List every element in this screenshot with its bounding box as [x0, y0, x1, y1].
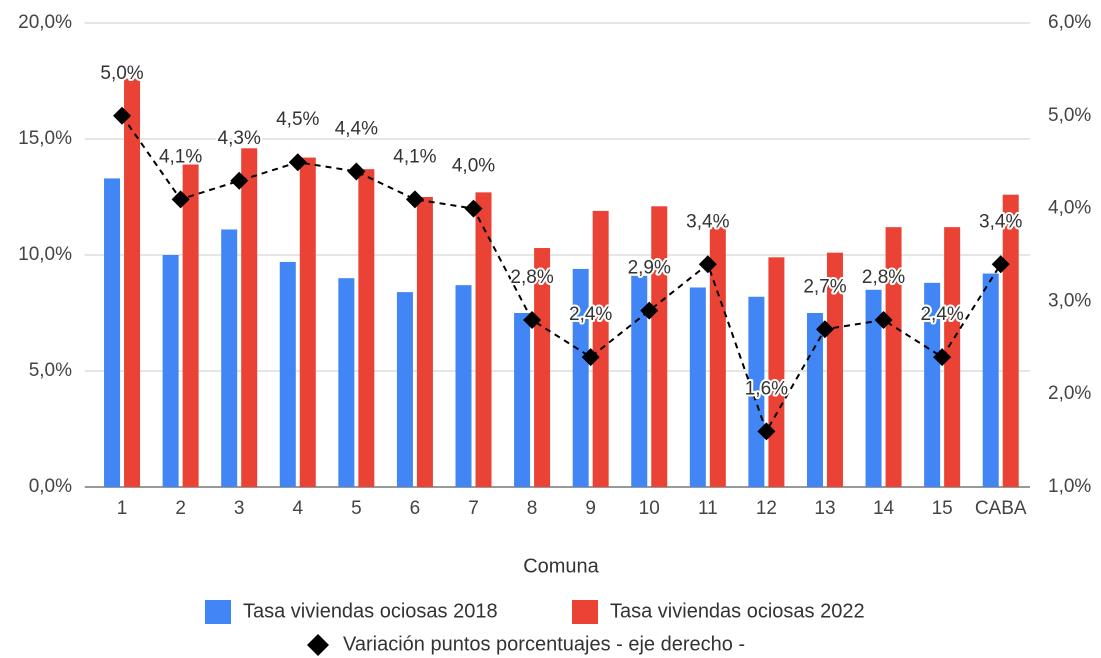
y2-tick-label: 1,0%	[1048, 476, 1091, 497]
data-label: 3,4%	[686, 211, 729, 232]
point	[464, 199, 483, 218]
x-tick-label: 2	[175, 498, 186, 519]
x-tick-label: 1	[117, 498, 128, 519]
x-tick-label: 9	[585, 498, 596, 519]
data-label: 2,4%	[569, 304, 612, 325]
bar	[806, 313, 823, 487]
bar	[514, 313, 531, 487]
point	[757, 422, 776, 441]
data-label: 4,3%	[218, 128, 261, 149]
point	[815, 320, 834, 339]
bar	[396, 292, 413, 487]
y2-tick-label: 3,0%	[1048, 290, 1091, 311]
bar	[358, 169, 375, 487]
bar	[475, 192, 492, 488]
y2-tick-label: 5,0%	[1048, 105, 1091, 126]
x-tick-label: 10	[639, 498, 660, 519]
x-tick-label: 8	[527, 498, 538, 519]
y-tick-label: 15,0%	[18, 128, 72, 149]
data-label: 5,0%	[100, 63, 143, 84]
legend-label: Tasa viviendas ociosas 2018	[243, 600, 498, 622]
y2-tick-label: 2,0%	[1048, 383, 1091, 404]
x-tick-label: 13	[814, 498, 835, 519]
bar	[768, 257, 785, 487]
x-tick-label: 3	[234, 498, 245, 519]
bar	[826, 252, 843, 487]
x-tick-label: 4	[292, 498, 303, 519]
x-tick-label: 12	[756, 498, 777, 519]
data-label: 4,1%	[393, 146, 436, 167]
bar	[416, 197, 433, 487]
point	[347, 162, 366, 181]
bar	[455, 285, 472, 487]
bar	[162, 255, 179, 487]
y2-tick-label: 6,0%	[1048, 12, 1091, 33]
bar	[338, 278, 355, 487]
point	[933, 348, 952, 367]
data-label: 2,7%	[803, 276, 846, 297]
point	[171, 190, 190, 209]
bar	[885, 227, 902, 487]
bar	[1002, 194, 1019, 487]
point	[405, 190, 424, 209]
point	[991, 255, 1010, 274]
x-tick-label: CABA	[975, 498, 1027, 519]
bar	[572, 268, 589, 487]
bar	[865, 289, 882, 487]
data-label: 4,1%	[159, 146, 202, 167]
bar	[982, 273, 999, 487]
bar	[651, 206, 668, 487]
x-tick-label: 6	[410, 498, 421, 519]
data-label: 4,4%	[335, 118, 378, 139]
legend-label: Variación puntos porcentuajes - eje dere…	[343, 633, 745, 655]
x-tick-label: 14	[873, 498, 895, 519]
bar	[104, 178, 121, 487]
legend-marker	[205, 600, 231, 624]
x-tick-label: 7	[468, 498, 479, 519]
point	[640, 301, 659, 320]
data-label: 4,5%	[276, 109, 319, 130]
bar	[124, 78, 141, 488]
bar	[748, 296, 765, 487]
data-label: 2,8%	[862, 267, 905, 288]
x-tick-label: 11	[698, 498, 718, 519]
data-label: 1,6%	[745, 378, 788, 399]
data-label: 2,8%	[510, 267, 553, 288]
data-label: 2,9%	[628, 258, 671, 279]
point	[874, 310, 893, 329]
bar	[631, 275, 648, 487]
x-tick-label: 5	[351, 498, 362, 519]
point	[230, 171, 249, 190]
data-label: 2,4%	[920, 304, 963, 325]
bar	[944, 227, 961, 487]
bar	[689, 287, 706, 487]
x-tick-label: 15	[932, 498, 953, 519]
point	[113, 106, 132, 125]
y2-tick-label: 4,0%	[1048, 198, 1091, 219]
point	[523, 310, 542, 329]
data-label: 4,0%	[452, 156, 495, 177]
x-axis-title: Comuna	[523, 555, 599, 577]
legend-label: Tasa viviendas ociosas 2022	[610, 600, 865, 622]
bar	[279, 261, 296, 487]
y-tick-label: 5,0%	[29, 360, 72, 381]
bar	[709, 227, 726, 487]
bar	[534, 248, 551, 487]
bar	[241, 148, 258, 487]
point	[581, 348, 600, 367]
bar	[924, 282, 941, 487]
y-tick-label: 0,0%	[29, 476, 72, 497]
y-tick-label: 10,0%	[18, 244, 72, 265]
bar	[221, 229, 238, 488]
legend-marker	[572, 600, 598, 624]
legend-marker	[307, 634, 329, 656]
point	[288, 153, 307, 172]
y-tick-label: 20,0%	[18, 12, 72, 33]
bar	[299, 157, 316, 487]
point	[698, 255, 717, 274]
bar	[182, 164, 199, 487]
data-label: 3,4%	[979, 211, 1022, 232]
